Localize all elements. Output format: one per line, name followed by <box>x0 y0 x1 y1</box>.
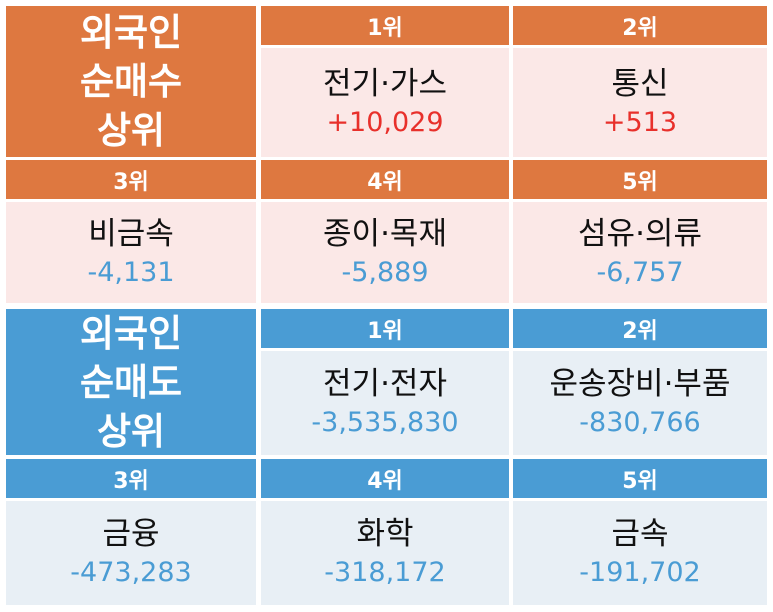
rank-label: 3위 <box>113 468 149 494</box>
net-amount: -473,283 <box>70 557 192 588</box>
rank-label: 1위 <box>367 15 403 41</box>
net-sell-rank-4-header: 4위 <box>261 459 509 498</box>
net-amount: -830,766 <box>579 407 701 438</box>
net-sell-title-line: 외국인 <box>79 311 183 355</box>
net-buy-rank-4-header: 4위 <box>261 160 509 199</box>
sector-name: 금융 <box>102 516 160 552</box>
sector-name: 화학 <box>356 516 414 552</box>
net-amount: -5,889 <box>341 256 429 288</box>
rank-label: 5위 <box>622 468 658 494</box>
net-amount: -3,535,830 <box>311 407 459 438</box>
rank-label: 2위 <box>622 318 658 344</box>
net-buy-rank-3-cell: 비금속 -4,131 <box>6 202 256 303</box>
net-buy-rank-5-header: 5위 <box>513 160 767 199</box>
rank-label: 4위 <box>367 468 403 494</box>
net-sell-title: 외국인 순매도 상위 <box>6 309 256 455</box>
sector-name: 금속 <box>611 516 669 552</box>
net-amount: -318,172 <box>324 557 446 588</box>
net-sell-rank-1-header: 1위 <box>261 309 509 348</box>
sector-name: 비금속 <box>88 215 174 252</box>
net-sell-title-line: 순매도 <box>79 360 183 404</box>
net-sell-rank-5-cell: 금속 -191,702 <box>513 501 767 605</box>
sector-name: 전기·가스 <box>323 65 447 102</box>
rank-label: 5위 <box>622 169 658 195</box>
net-sell-rank-5-header: 5위 <box>513 459 767 498</box>
net-buy-title-line: 순매수 <box>79 60 183 103</box>
net-sell-rank-4-cell: 화학 -318,172 <box>261 501 509 605</box>
net-sell-rank-3-header: 3위 <box>6 459 256 498</box>
net-buy-rank-5-cell: 섬유·의류 -6,757 <box>513 202 767 303</box>
sector-name: 운송장비·부품 <box>549 366 731 402</box>
net-sell-rank-2-cell: 운송장비·부품 -830,766 <box>513 351 767 455</box>
net-amount: +10,029 <box>326 106 444 138</box>
net-buy-rank-2-cell: 통신 +513 <box>513 48 767 157</box>
net-amount: +513 <box>602 106 678 138</box>
net-buy-rank-1-cell: 전기·가스 +10,029 <box>261 48 509 157</box>
net-amount: -6,757 <box>596 256 684 288</box>
net-buy-title-line: 외국인 <box>79 11 183 54</box>
net-sell-title-line: 상위 <box>96 409 166 453</box>
net-buy-rank-4-cell: 종이·목재 -5,889 <box>261 202 509 303</box>
net-buy-rank-2-header: 2위 <box>513 6 767 45</box>
net-amount: -4,131 <box>87 256 175 288</box>
net-buy-title: 외국인 순매수 상위 <box>6 6 256 157</box>
sector-name: 종이·목재 <box>323 215 447 252</box>
rank-label: 1위 <box>367 318 403 344</box>
net-amount: -191,702 <box>579 557 701 588</box>
net-buy-title-line: 상위 <box>96 109 166 152</box>
net-sell-rank-2-header: 2위 <box>513 309 767 348</box>
net-sell-rank-3-cell: 금융 -473,283 <box>6 501 256 605</box>
sector-name: 전기·전자 <box>323 366 447 402</box>
rank-label: 2위 <box>622 15 658 41</box>
sector-name: 섬유·의류 <box>578 215 702 252</box>
sector-name: 통신 <box>611 65 669 102</box>
net-buy-rank-3-header: 3위 <box>6 160 256 199</box>
net-buy-rank-1-header: 1위 <box>261 6 509 45</box>
net-sell-rank-1-cell: 전기·전자 -3,535,830 <box>261 351 509 455</box>
rank-label: 4위 <box>367 169 403 195</box>
rank-label: 3위 <box>113 169 149 195</box>
